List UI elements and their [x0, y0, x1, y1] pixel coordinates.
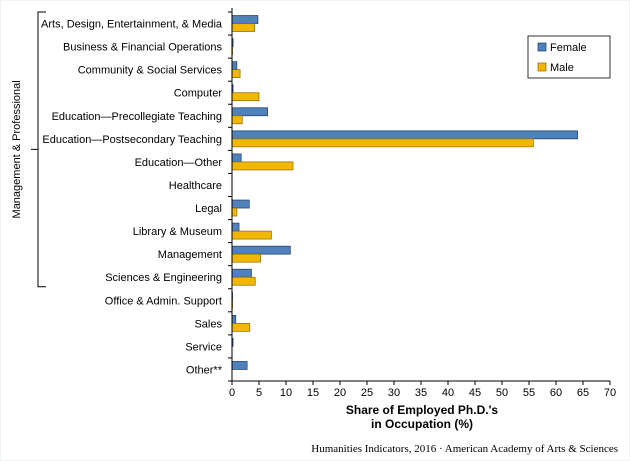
category-label-service: Service: [185, 341, 222, 353]
bar-male-sales: [231, 322, 251, 332]
group-label: Management & Professional: [11, 80, 23, 218]
category-label-legal: Legal: [195, 203, 222, 215]
x-tick-label: 45: [469, 387, 481, 399]
legend-label-male: Male: [550, 62, 574, 74]
bar-male-arts-design-entertainment-media: [231, 23, 256, 32]
bar-male-legal: [231, 207, 238, 217]
bar-female-management: [231, 245, 291, 255]
bar-female-sciences-engineering: [231, 268, 252, 278]
x-tick-label: 40: [442, 387, 454, 399]
bar-male-education-precollegiate-teaching: [231, 115, 243, 125]
bar-male-library-museum: [231, 230, 272, 240]
x-axis-title-line-2: in Occupation (%): [371, 417, 473, 431]
category-label-sciences-engineering: Sciences & Engineering: [105, 272, 222, 284]
category-label-education-other: Education—Other: [135, 157, 223, 169]
x-tick-label: 55: [523, 387, 535, 399]
bar-male-management: [231, 253, 261, 263]
category-label-arts-design-entertainment-media: Arts, Design, Entertainment, & Media: [41, 19, 223, 31]
category-label-business-financial-operations: Business & Financial Operations: [63, 42, 222, 54]
bar-female-arts-design-entertainment-media: [231, 15, 259, 24]
legend-swatch-female: [537, 42, 547, 52]
bar-female-education-precollegiate-teaching: [231, 107, 268, 117]
group-bracket: Management & Professional: [11, 11, 46, 288]
credit-line: Humanities Indicators, 2016 · American A…: [311, 443, 618, 455]
x-tick-label: 0: [229, 387, 235, 399]
bar-male-sciences-engineering: [231, 276, 256, 286]
bar-female-education-postsecondary-teaching: [231, 130, 578, 140]
x-tick-label: 50: [496, 387, 508, 399]
category-label-education-precollegiate-teaching: Education—Precollegiate Teaching: [52, 111, 222, 123]
x-tick-label: 65: [577, 387, 589, 399]
x-tick-label: 15: [307, 387, 319, 399]
bar-female-community-social-services: [231, 61, 238, 71]
category-label-computer: Computer: [174, 88, 223, 100]
category-label-sales: Sales: [194, 318, 222, 330]
x-axis-title-line-1: Share of Employed Ph.D.'s: [346, 403, 499, 417]
x-tick-label: 30: [388, 387, 400, 399]
legend-swatch-male: [537, 62, 547, 72]
legend: Female Male: [527, 35, 611, 79]
bar-male-computer: [231, 92, 260, 102]
bar-female-legal: [231, 199, 250, 209]
category-label-education-postsecondary-teaching: Education—Postsecondary Teaching: [42, 134, 222, 146]
bar-female-other: [231, 361, 248, 370]
x-tick-label: 25: [361, 387, 373, 399]
bar-male-education-other: [231, 161, 294, 171]
x-tick-label: 35: [415, 387, 427, 399]
bar-male-community-social-services: [231, 69, 241, 79]
x-tick-label: 10: [280, 387, 292, 399]
group-bracket-line: [31, 11, 46, 288]
x-axis: 0 5 10 15 20 25 30 35 40 45 50 55 60 65 70: [228, 8, 616, 399]
x-tick-label: 20: [334, 387, 346, 399]
bar-female-sales: [231, 314, 237, 324]
category-label-library-museum: Library & Museum: [133, 226, 222, 238]
category-labels: Arts, Design, Entertainment, & Media Busi…: [41, 19, 223, 377]
category-label-other: Other**: [186, 364, 223, 376]
legend-label-female: Female: [550, 42, 587, 54]
bar-female-library-museum: [231, 222, 240, 232]
category-label-management: Management: [158, 249, 222, 261]
category-label-community-social-services: Community & Social Services: [78, 65, 223, 77]
bar-male-education-postsecondary-teaching: [231, 138, 534, 148]
x-tick-label: 60: [550, 387, 562, 399]
x-tick-label: 70: [604, 387, 616, 399]
category-label-healthcare: Healthcare: [169, 180, 222, 192]
bar-female-education-other: [231, 153, 242, 163]
x-tick-label: 5: [256, 387, 262, 399]
category-label-office-admin-support: Office & Admin. Support: [105, 295, 222, 307]
